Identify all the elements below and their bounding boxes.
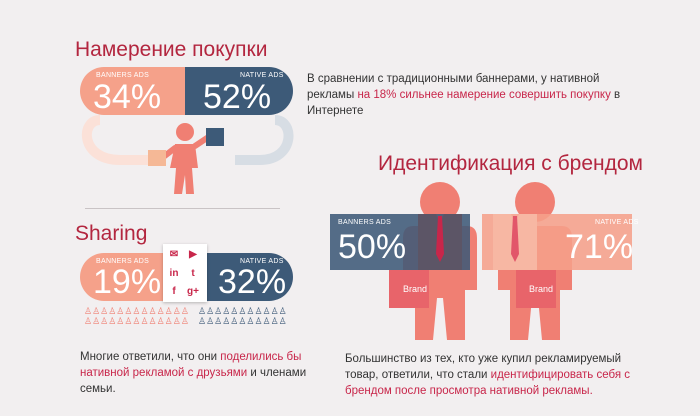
purchase-banners-value: 34%	[93, 78, 162, 116]
purchase-title: Намерение покупки	[75, 38, 268, 61]
brand-bag-left-label: Brand	[403, 284, 428, 294]
facebook-icon: f	[172, 286, 176, 297]
sharing-text: Многие ответили, что они поделились бы н…	[80, 351, 307, 395]
twitter-icon: t	[191, 268, 195, 279]
divider	[85, 208, 280, 209]
brand-bag-right-label: Brand	[529, 284, 554, 294]
people-icons-native: ♙♙♙♙♙♙♙♙♙♙♙ ♙♙♙♙♙♙♙♙♙♙♙	[198, 306, 287, 326]
purchase-text: В сравнении с традиционными баннерами, у…	[307, 73, 621, 117]
identification-text-highlight: идентифицировать себя с брендом после пр…	[345, 369, 631, 397]
people-icons-banners: ♙♙♙♙♙♙♙♙♙♙♙♙♙ ♙♙♙♙♙♙♙♙♙♙♙♙♙	[84, 306, 189, 326]
purchase-native-value: 52%	[203, 78, 272, 116]
sharing-native-value: 32%	[218, 263, 287, 301]
sharing-native-label: NATIVE ADS	[240, 258, 284, 265]
purchase-native-label: NATIVE ADS	[240, 72, 284, 79]
purchase-loop-graphic	[81, 115, 294, 165]
sharing-native-pill	[205, 253, 293, 301]
identification-native-label: NATIVE ADS	[595, 219, 639, 226]
identification-banners-label: BANNERS ADS	[338, 219, 392, 226]
social-icons-box: ✉ ▶ in t f g+	[163, 244, 207, 302]
sharing-title: Sharing	[75, 222, 148, 245]
linkedin-icon: in	[169, 268, 179, 279]
identification-banners-value: 50%	[338, 228, 407, 266]
shopper-figure-icon	[148, 123, 224, 194]
mail-icon: ✉	[169, 249, 179, 260]
purchase-text-highlight: на 18% сильнее намерение совершить покуп…	[357, 89, 611, 101]
identification-native-value: 71%	[565, 228, 634, 266]
youtube-icon: ▶	[189, 249, 197, 260]
purchase-banners-label: BANNERS ADS	[96, 72, 150, 79]
sharing-banners-label: BANNERS ADS	[96, 258, 150, 265]
identification-text: Большинство из тех, кто уже купил реклам…	[345, 353, 631, 397]
suit-banners-icon	[418, 214, 462, 270]
identification-title: Идентификация с брендом	[378, 152, 643, 175]
sharing-banners-value: 19%	[93, 263, 162, 301]
google-plus-icon: g+	[187, 286, 199, 297]
purchase-native-pill	[185, 67, 293, 115]
suit-native-icon	[493, 214, 537, 270]
sharing-text-highlight: поделились бы нативной рекламой с друзья…	[80, 351, 302, 379]
